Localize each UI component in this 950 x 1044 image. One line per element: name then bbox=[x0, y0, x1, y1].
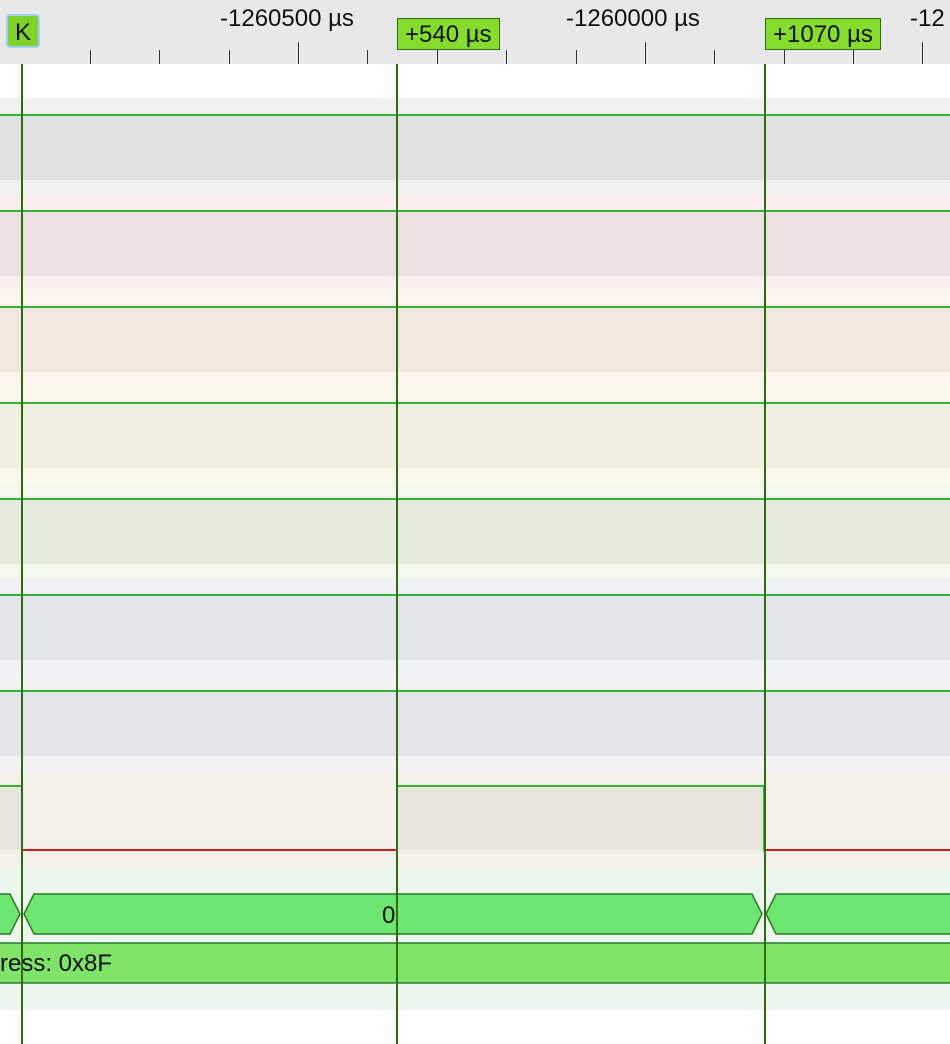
decode-segment bbox=[765, 893, 950, 935]
signal-line-5 bbox=[0, 594, 950, 596]
ruler-tick bbox=[506, 50, 507, 64]
address-bar bbox=[0, 942, 950, 984]
ruler-tick bbox=[367, 50, 368, 64]
signal-line-2 bbox=[0, 306, 950, 308]
waveform-svg bbox=[0, 785, 950, 984]
time-label-3: -12 bbox=[910, 5, 945, 32]
decoder-band bbox=[0, 866, 950, 1010]
marker-540[interactable]: +540 µs bbox=[397, 18, 500, 50]
cursor-line-k[interactable] bbox=[21, 64, 23, 1044]
ruler-tick bbox=[784, 50, 785, 64]
signal-line-4 bbox=[0, 498, 950, 500]
marker-1070[interactable]: +1070 µs bbox=[765, 18, 881, 50]
ruler-tick bbox=[922, 42, 923, 64]
signal-line-6 bbox=[0, 690, 950, 692]
time-label-2: -1260000 µs bbox=[566, 5, 700, 32]
ruler-tick bbox=[298, 42, 299, 64]
address-label: ress: 0x8F bbox=[0, 950, 113, 977]
signal-high-fill bbox=[0, 786, 22, 850]
decode-segment bbox=[0, 893, 21, 935]
ruler-tick bbox=[90, 50, 91, 64]
ruler-tick bbox=[437, 50, 438, 64]
ruler-tick bbox=[645, 42, 646, 64]
ruler-tick bbox=[714, 50, 715, 64]
signal-line-0 bbox=[0, 114, 950, 116]
cursor-line-540[interactable] bbox=[396, 64, 398, 1044]
time-ruler[interactable]: -1260500 µs -1260000 µs -12 K +540 µs +1… bbox=[0, 0, 950, 64]
channel-area[interactable]: 0 ress: 0x8F bbox=[0, 64, 950, 1044]
signal-high-fill bbox=[397, 786, 765, 850]
cursor-line-1070[interactable] bbox=[764, 64, 766, 1044]
ruler-tick bbox=[229, 50, 230, 64]
ruler-tick bbox=[853, 50, 854, 64]
ruler-tick bbox=[159, 50, 160, 64]
decode-byte-label: 0 bbox=[382, 902, 396, 929]
time-label-1: -1260500 µs bbox=[220, 5, 354, 32]
signal-line-1 bbox=[0, 210, 950, 212]
ruler-tick bbox=[576, 50, 577, 64]
decode-segment bbox=[23, 893, 763, 935]
marker-k[interactable]: K bbox=[6, 14, 40, 48]
signal-line-3 bbox=[0, 402, 950, 404]
